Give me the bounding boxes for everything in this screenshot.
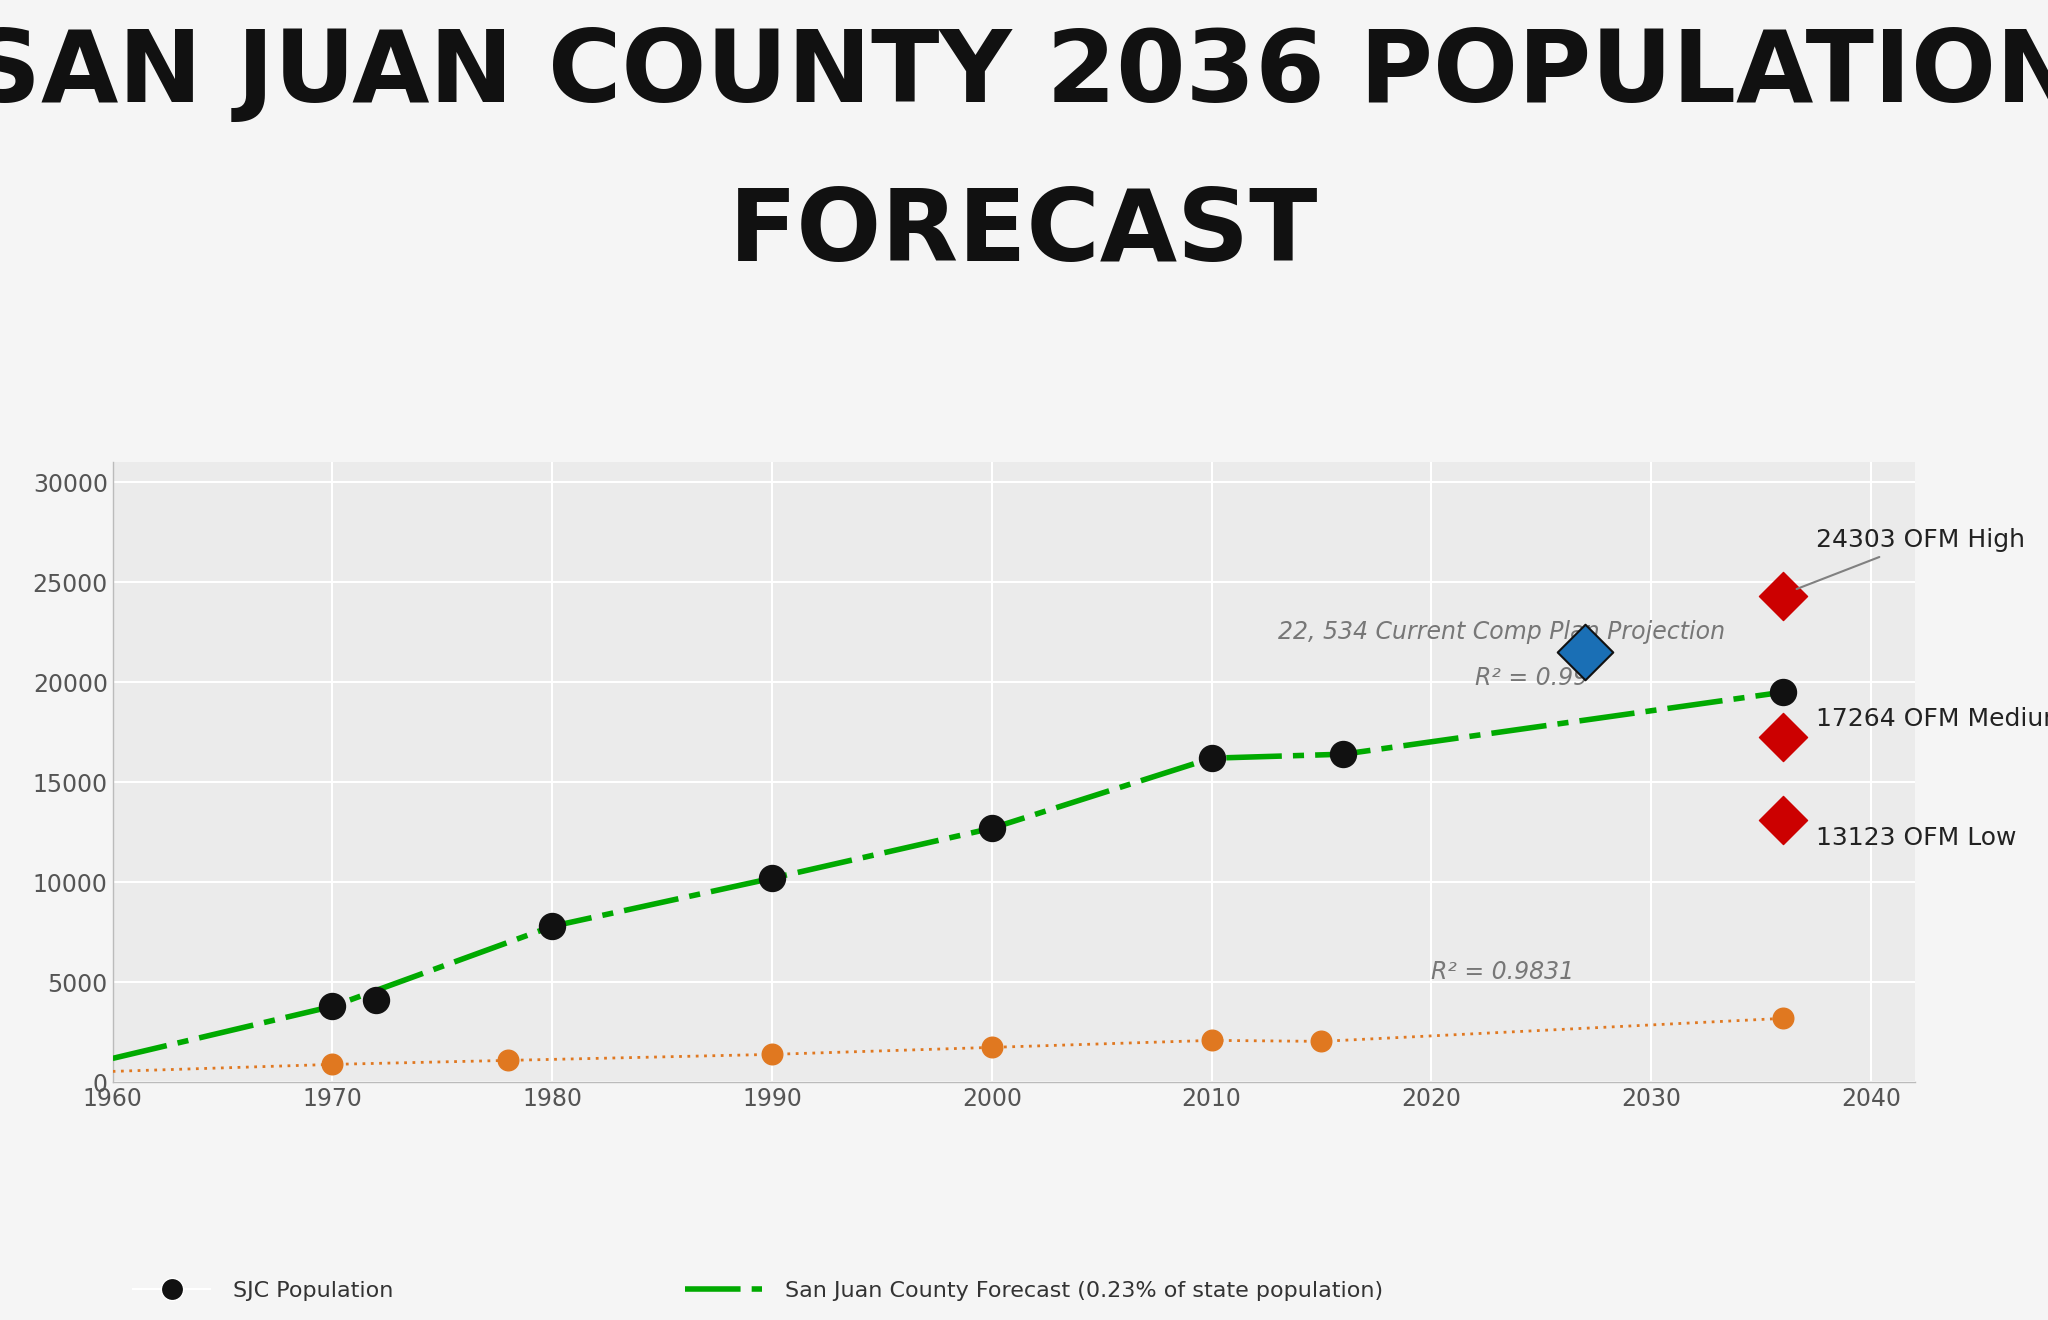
Text: SAN JUAN COUNTY 2036 POPULATION: SAN JUAN COUNTY 2036 POPULATION	[0, 26, 2048, 123]
Text: 13123 OFM Low: 13123 OFM Low	[1817, 826, 2017, 850]
Point	[975, 817, 1008, 838]
Point	[1767, 726, 1800, 747]
Point	[1196, 1030, 1229, 1051]
Point	[315, 995, 348, 1016]
Point	[1327, 743, 1360, 764]
Text: R² = 0.9831: R² = 0.9831	[1432, 961, 1575, 985]
Point	[1196, 747, 1229, 768]
Point	[1305, 1031, 1337, 1052]
Point	[1569, 642, 1602, 663]
Point	[360, 990, 393, 1011]
Point	[756, 1044, 788, 1065]
Text: 17264 OFM Medium: 17264 OFM Medium	[1817, 708, 2048, 731]
Point	[492, 1049, 524, 1071]
Point	[1767, 681, 1800, 702]
Point	[537, 916, 569, 937]
Text: FORECAST: FORECAST	[729, 185, 1319, 281]
Point	[1767, 809, 1800, 830]
Point	[1767, 1007, 1800, 1028]
Point	[756, 867, 788, 888]
Point	[315, 1053, 348, 1074]
Legend: SJC Population, Friday Harbor, OFM Forecast - Low, Medium, High, San Juan County: SJC Population, Friday Harbor, OFM Forec…	[123, 1271, 1470, 1320]
Text: R² = 0.99: R² = 0.99	[1475, 667, 1589, 690]
Text: 24303 OFM High: 24303 OFM High	[1817, 528, 2025, 552]
Text: 22, 534 Current Comp Plan Projection: 22, 534 Current Comp Plan Projection	[1278, 620, 1724, 644]
Point	[1767, 586, 1800, 607]
Point	[975, 1036, 1008, 1057]
